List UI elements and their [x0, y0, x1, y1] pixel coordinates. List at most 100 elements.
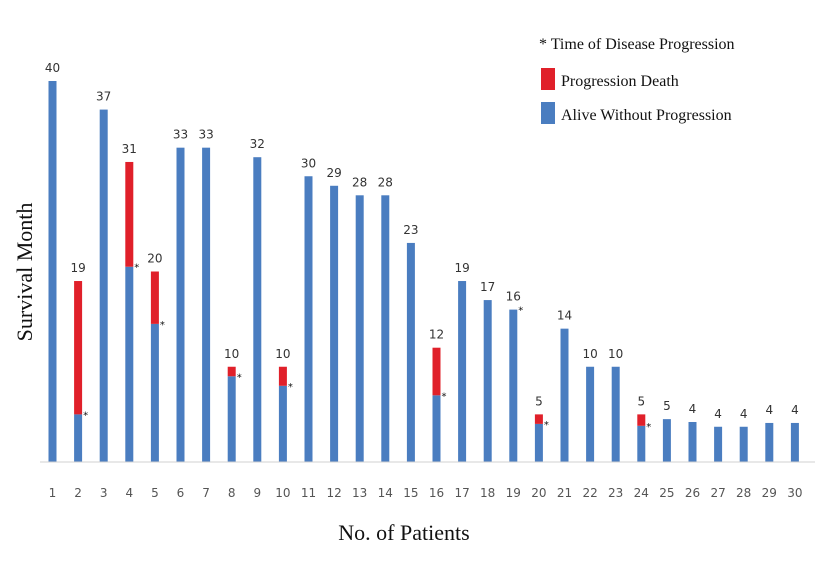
legend-swatch-alive	[541, 102, 555, 124]
bar-death-patient-16	[432, 347, 441, 396]
x-tick-label-25: 25	[659, 486, 674, 500]
bar-alive-patient-18	[483, 300, 492, 462]
progression-marker-patient-16: *	[442, 391, 447, 402]
progression-marker-patient-4: *	[134, 263, 139, 274]
bar-death-patient-10	[278, 366, 287, 386]
bar-alive-patient-23	[611, 366, 620, 462]
value-label-patient-29: 4	[765, 403, 773, 417]
x-tick-label-7: 7	[202, 486, 210, 500]
bar-alive-patient-12	[330, 185, 339, 462]
bar-alive-patient-1	[48, 81, 57, 462]
x-tick-label-23: 23	[608, 486, 623, 500]
x-tick-label-11: 11	[301, 486, 316, 500]
bars-layer	[48, 81, 799, 463]
bar-alive-patient-7	[202, 147, 211, 463]
x-tick-label-17: 17	[454, 486, 469, 500]
bar-alive-patient-16	[432, 395, 441, 462]
bar-alive-patient-8	[227, 376, 236, 462]
value-label-patient-10: 10	[275, 347, 290, 361]
bar-alive-patient-5	[150, 323, 159, 462]
value-label-patient-8: 10	[224, 347, 239, 361]
x-tick-label-15: 15	[403, 486, 418, 500]
value-label-patient-28: 4	[740, 407, 748, 421]
bar-alive-patient-22	[586, 366, 595, 462]
value-label-patient-6: 33	[173, 128, 188, 142]
x-tick-label-28: 28	[736, 486, 751, 500]
value-label-patient-13: 28	[352, 175, 367, 189]
bar-death-patient-20	[534, 414, 543, 424]
x-tick-label-9: 9	[253, 486, 261, 500]
bar-alive-patient-3	[99, 109, 108, 462]
value-label-patient-25: 5	[663, 399, 671, 413]
bar-alive-patient-10	[278, 385, 287, 462]
x-tick-label-18: 18	[480, 486, 495, 500]
x-tick-label-24: 24	[634, 486, 649, 500]
progression-marker-patient-20: *	[544, 420, 549, 431]
bar-death-patient-24	[637, 414, 646, 426]
bar-alive-patient-30	[790, 422, 799, 462]
x-tick-label-13: 13	[352, 486, 367, 500]
value-label-patient-23: 10	[608, 347, 623, 361]
legend-label-alive: Alive Without Progression	[561, 107, 732, 124]
x-tick-label-30: 30	[787, 486, 802, 500]
value-label-patient-12: 29	[326, 166, 341, 180]
bar-death-patient-4	[125, 161, 134, 267]
x-tick-label-10: 10	[275, 486, 290, 500]
value-labels-layer: 40 19 37 31 20 33 33 10 32 10 30 29 28 28 23 12 19 17 16 5 1…	[45, 61, 799, 421]
value-label-patient-11: 30	[301, 156, 316, 170]
value-label-patient-26: 4	[689, 402, 697, 416]
bar-death-patient-2	[74, 281, 83, 415]
value-label-patient-1: 40	[45, 61, 60, 75]
legend: * Time of Disease Progression Progressio…	[539, 36, 735, 124]
value-label-patient-16: 12	[429, 328, 444, 342]
x-tick-label-16: 16	[429, 486, 444, 500]
progression-marker-patient-19: *	[518, 306, 523, 317]
x-tick-label-5: 5	[151, 486, 159, 500]
bar-alive-patient-27	[714, 426, 723, 462]
value-label-patient-17: 19	[454, 261, 469, 275]
y-axis-label: Survival Month	[12, 203, 37, 342]
value-label-patient-14: 28	[378, 175, 393, 189]
bar-alive-patient-6	[176, 147, 185, 463]
bar-alive-patient-9	[253, 157, 262, 462]
value-label-patient-2: 19	[70, 261, 85, 275]
bar-alive-patient-11	[304, 176, 313, 462]
bar-alive-patient-21	[560, 328, 569, 462]
x-tick-label-3: 3	[100, 486, 108, 500]
progression-marker-patient-24: *	[646, 422, 651, 433]
value-label-patient-19: 16	[506, 290, 521, 304]
progression-marker-patient-2: *	[83, 410, 88, 421]
x-tick-label-4: 4	[125, 486, 133, 500]
legend-swatch-progression-death	[541, 68, 555, 90]
value-label-patient-22: 10	[582, 347, 597, 361]
x-tick-label-12: 12	[326, 486, 341, 500]
x-tick-label-19: 19	[506, 486, 521, 500]
bar-alive-patient-13	[355, 195, 364, 463]
progression-marker-patient-10: *	[288, 382, 293, 393]
value-label-patient-15: 23	[403, 223, 418, 237]
progression-marker-patient-5: *	[160, 320, 165, 331]
value-label-patient-18: 17	[480, 280, 495, 294]
x-tick-label-8: 8	[228, 486, 236, 500]
value-label-patient-21: 14	[557, 309, 572, 323]
value-label-patient-27: 4	[714, 407, 722, 421]
x-tick-label-21: 21	[557, 486, 572, 500]
x-tick-label-22: 22	[582, 486, 597, 500]
bar-alive-patient-28	[739, 426, 748, 462]
x-tick-label-20: 20	[531, 486, 546, 500]
value-label-patient-9: 32	[250, 137, 265, 151]
value-label-patient-5: 20	[147, 252, 162, 266]
bar-alive-patient-19	[509, 309, 518, 462]
x-tick-label-6: 6	[177, 486, 185, 500]
value-label-patient-24: 5	[637, 394, 645, 408]
bar-alive-patient-15	[406, 242, 415, 462]
bar-alive-patient-29	[765, 422, 774, 462]
legend-label-progression-death: Progression Death	[561, 73, 679, 90]
bar-alive-patient-2	[74, 414, 83, 462]
progression-marker-patient-8: *	[237, 372, 242, 383]
bar-alive-patient-24	[637, 425, 646, 462]
value-label-patient-3: 37	[96, 90, 111, 104]
x-tick-label-26: 26	[685, 486, 700, 500]
x-tick-label-14: 14	[378, 486, 393, 500]
